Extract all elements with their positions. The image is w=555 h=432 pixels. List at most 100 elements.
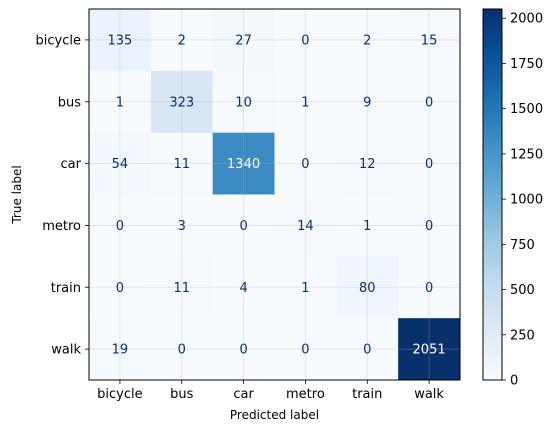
cell-value-label: 11 [173, 157, 190, 172]
cell-value-label: 80 [359, 281, 376, 296]
cell-value-label: 12 [359, 157, 376, 172]
heatmap-cell [398, 318, 461, 381]
colorbar-ticks: 0 250 500 750 1000 1250 1500 1750 2000 [502, 12, 543, 389]
y-axis-label: True label [10, 165, 24, 224]
cell-value-label: 15 [421, 33, 438, 48]
x-tick-label: train [352, 387, 382, 402]
heatmap-cell [336, 9, 399, 72]
heatmap-cell [150, 70, 214, 134]
x-tick-label: bus [170, 387, 193, 402]
heatmap-cell [336, 318, 399, 381]
heatmap-cell [398, 194, 461, 257]
cell-value-label: 4 [239, 281, 247, 296]
cell-value-label: 11 [173, 281, 190, 296]
cell-value-label: 0 [178, 343, 186, 358]
heatmap-cell [89, 70, 152, 134]
heatmap-cell [398, 256, 461, 319]
cell-value-label: 1340 [227, 157, 260, 172]
cell-value-label: 323 [169, 95, 194, 110]
cell-value-label: 2 [363, 33, 371, 48]
cell-value-label: 0 [239, 219, 247, 234]
heatmap-cell [398, 9, 461, 72]
colorbar-tick-label: 500 [510, 283, 535, 298]
cell-value-label: 0 [116, 281, 124, 296]
heatmap-cells [89, 9, 461, 381]
y-tick-label: metro [42, 219, 81, 234]
heatmap-cell [89, 194, 152, 257]
cell-value-labels: 135 2 27 0 2 151 323 10 1 9 054 11 1340 0 12 00 3 0 14 1 00 1… [108, 33, 446, 357]
x-tick-label: bicycle [97, 387, 142, 402]
heatmap-cell [274, 9, 337, 72]
colorbar-tick-label: 750 [510, 238, 535, 253]
colorbar-tick-label: 0 [510, 374, 518, 389]
y-tick-label: bus [58, 95, 81, 110]
cell-value-label: 0 [301, 157, 309, 172]
cell-value-label: 0 [363, 343, 371, 358]
cell-value-label: 0 [301, 33, 309, 48]
cell-value-label: 54 [112, 157, 129, 172]
cell-value-label: 1 [301, 95, 309, 110]
heatmap-cell [89, 318, 152, 381]
x-tick-label: walk [414, 387, 444, 402]
cell-value-label: 9 [363, 95, 371, 110]
x-tick-label: car [233, 387, 254, 402]
cell-value-label: 3 [178, 219, 186, 234]
cell-value-label: 14 [297, 219, 314, 234]
heatmap-cell [212, 318, 275, 381]
heatmap-cell [336, 194, 399, 257]
cell-value-label: 0 [425, 157, 433, 172]
cell-value-label: 0 [116, 219, 124, 234]
cell-value-label: 0 [425, 281, 433, 296]
heatmap-cell [150, 132, 214, 195]
cell-value-label: 1 [116, 95, 124, 110]
cell-value-label: 27 [235, 33, 252, 48]
colorbar-tick-label: 1750 [510, 57, 543, 72]
heatmap-cell [212, 70, 275, 134]
cell-value-label: 135 [108, 33, 133, 48]
cell-value-label: 1 [363, 219, 371, 234]
colorbar-tick-label: 250 [510, 328, 535, 343]
heatmap-cell [150, 318, 214, 381]
heatmap-cell [336, 256, 399, 319]
cell-value-label: 2051 [413, 343, 446, 358]
cell-value-label: 0 [239, 343, 247, 358]
heatmap-cell [336, 70, 399, 134]
heatmap-cell [212, 194, 275, 257]
heatmap-cell [89, 132, 152, 195]
heatmap-cell [89, 256, 152, 319]
x-axis-ticks: bicycle bus car metro train walk [97, 380, 444, 402]
heatmap-cell [274, 318, 337, 381]
colorbar-tick-label: 1000 [510, 193, 543, 208]
heatmap-cell [150, 194, 214, 257]
heatmap-cell [212, 256, 275, 319]
y-tick-label: walk [51, 343, 81, 358]
cell-value-label: 0 [425, 219, 433, 234]
colorbar-tick-label: 1500 [510, 102, 543, 117]
heatmap-cell [336, 132, 399, 195]
cell-value-label: 10 [235, 95, 252, 110]
y-tick-label: train [51, 281, 81, 296]
x-axis-label: Predicted label [230, 408, 319, 422]
cell-value-label: 19 [112, 343, 129, 358]
y-axis-ticks: bicycle bus car metro train walk [36, 33, 89, 358]
heatmap-cell [398, 70, 461, 134]
colorbar-tick-label: 1250 [510, 147, 543, 162]
colorbar-tick-label: 2000 [510, 12, 543, 27]
heatmap-cell [212, 132, 275, 195]
heatmap-cell [212, 9, 275, 72]
cell-value-label: 2 [178, 33, 186, 48]
plot-frame [88, 8, 461, 381]
heatmap-cell [150, 256, 214, 319]
x-tick-label: metro [286, 387, 325, 402]
heatmap-cell [89, 9, 152, 72]
heatmap-cell [274, 70, 337, 134]
cell-value-label: 0 [425, 95, 433, 110]
heatmap-cell [398, 132, 461, 195]
heatmap-cell [274, 194, 337, 257]
cell-value-label: 1 [301, 281, 309, 296]
y-tick-label: car [61, 157, 82, 172]
colorbar [482, 8, 503, 381]
grid-lines [89, 9, 460, 380]
cell-value-label: 0 [301, 343, 309, 358]
